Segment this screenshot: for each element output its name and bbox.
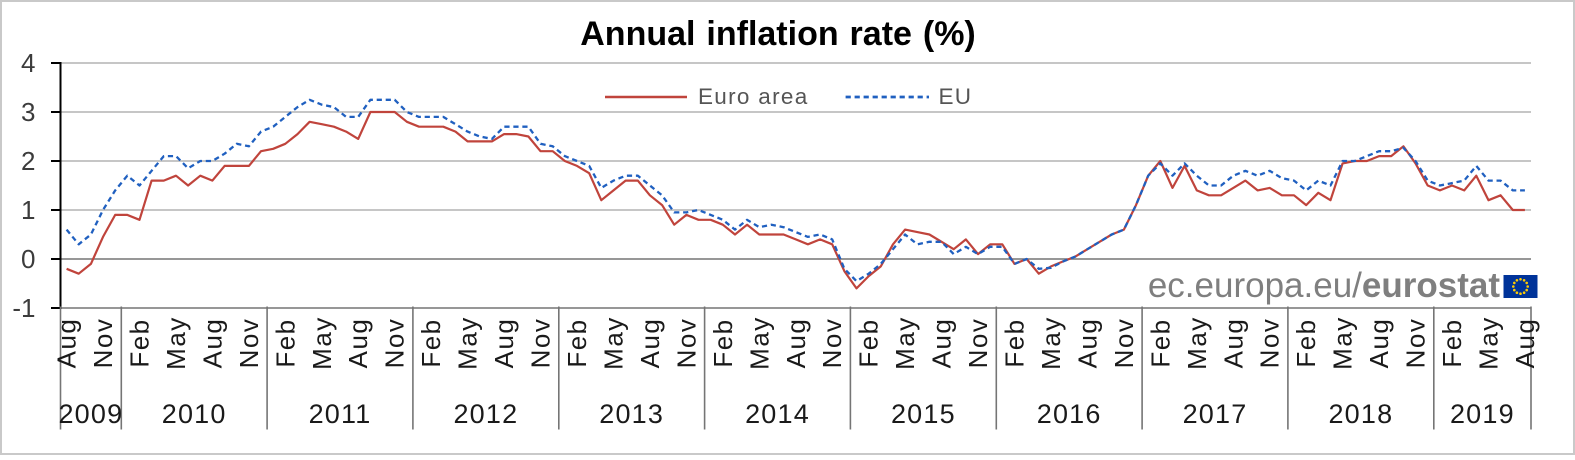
svg-text:Nov: Nov bbox=[963, 318, 993, 369]
svg-text:Nov: Nov bbox=[380, 318, 410, 369]
svg-text:Nov: Nov bbox=[526, 318, 556, 369]
svg-text:May: May bbox=[599, 316, 629, 370]
svg-text:Euro area: Euro area bbox=[698, 84, 809, 109]
svg-text:Feb: Feb bbox=[708, 318, 738, 367]
svg-text:Feb: Feb bbox=[1291, 318, 1321, 367]
svg-text:May: May bbox=[1182, 316, 1212, 370]
svg-text:1: 1 bbox=[21, 195, 35, 225]
svg-text:Annual inflation rate (%): Annual inflation rate (%) bbox=[580, 15, 976, 53]
svg-text:Aug: Aug bbox=[635, 318, 665, 369]
svg-text:Feb: Feb bbox=[416, 318, 446, 367]
svg-text:Feb: Feb bbox=[1000, 318, 1030, 367]
svg-text:-1: -1 bbox=[12, 293, 35, 323]
svg-text:ec.europa.eu/eurostat: ec.europa.eu/eurostat bbox=[1148, 266, 1500, 305]
svg-text:2010: 2010 bbox=[162, 399, 227, 429]
svg-text:2011: 2011 bbox=[309, 399, 372, 429]
svg-text:2015: 2015 bbox=[891, 399, 956, 429]
svg-text:2018: 2018 bbox=[1328, 399, 1393, 429]
svg-text:Nov: Nov bbox=[1109, 318, 1139, 369]
svg-text:2017: 2017 bbox=[1183, 399, 1248, 429]
svg-text:Feb: Feb bbox=[854, 318, 884, 367]
svg-text:May: May bbox=[1474, 316, 1504, 370]
svg-text:Aug: Aug bbox=[781, 318, 811, 369]
svg-text:2016: 2016 bbox=[1037, 399, 1102, 429]
svg-text:2012: 2012 bbox=[453, 399, 518, 429]
svg-text:Aug: Aug bbox=[52, 318, 82, 369]
svg-text:Aug: Aug bbox=[1072, 318, 1102, 369]
svg-text:Nov: Nov bbox=[88, 318, 118, 369]
svg-text:0: 0 bbox=[21, 244, 35, 274]
svg-text:Feb: Feb bbox=[1145, 318, 1175, 367]
svg-text:EU: EU bbox=[939, 84, 973, 109]
svg-text:Aug: Aug bbox=[489, 318, 519, 369]
svg-text:2009: 2009 bbox=[58, 399, 123, 429]
svg-text:Aug: Aug bbox=[927, 318, 957, 369]
svg-text:4: 4 bbox=[21, 48, 35, 78]
svg-text:Nov: Nov bbox=[234, 318, 264, 369]
svg-text:Aug: Aug bbox=[1218, 318, 1248, 369]
svg-text:May: May bbox=[1036, 316, 1066, 370]
svg-text:Aug: Aug bbox=[197, 318, 227, 369]
svg-text:May: May bbox=[1328, 316, 1358, 370]
svg-text:2014: 2014 bbox=[745, 399, 810, 429]
svg-text:Feb: Feb bbox=[125, 318, 155, 367]
svg-text:Nov: Nov bbox=[1255, 318, 1285, 369]
svg-text:2019: 2019 bbox=[1450, 399, 1515, 429]
svg-text:Feb: Feb bbox=[1437, 318, 1467, 367]
svg-text:May: May bbox=[161, 316, 191, 370]
svg-text:Feb: Feb bbox=[562, 318, 592, 367]
svg-text:May: May bbox=[744, 316, 774, 370]
svg-text:2: 2 bbox=[21, 146, 35, 176]
svg-text:May: May bbox=[453, 316, 483, 370]
svg-text:Nov: Nov bbox=[817, 318, 847, 369]
svg-text:3: 3 bbox=[21, 97, 35, 127]
svg-text:May: May bbox=[890, 316, 920, 370]
svg-text:May: May bbox=[307, 316, 337, 370]
svg-text:Nov: Nov bbox=[671, 318, 701, 369]
svg-text:Aug: Aug bbox=[1364, 318, 1394, 369]
svg-text:Aug: Aug bbox=[1510, 318, 1540, 369]
svg-text:Feb: Feb bbox=[270, 318, 300, 367]
svg-text:2013: 2013 bbox=[599, 399, 664, 429]
svg-text:Aug: Aug bbox=[343, 318, 373, 369]
svg-text:Nov: Nov bbox=[1401, 318, 1431, 369]
